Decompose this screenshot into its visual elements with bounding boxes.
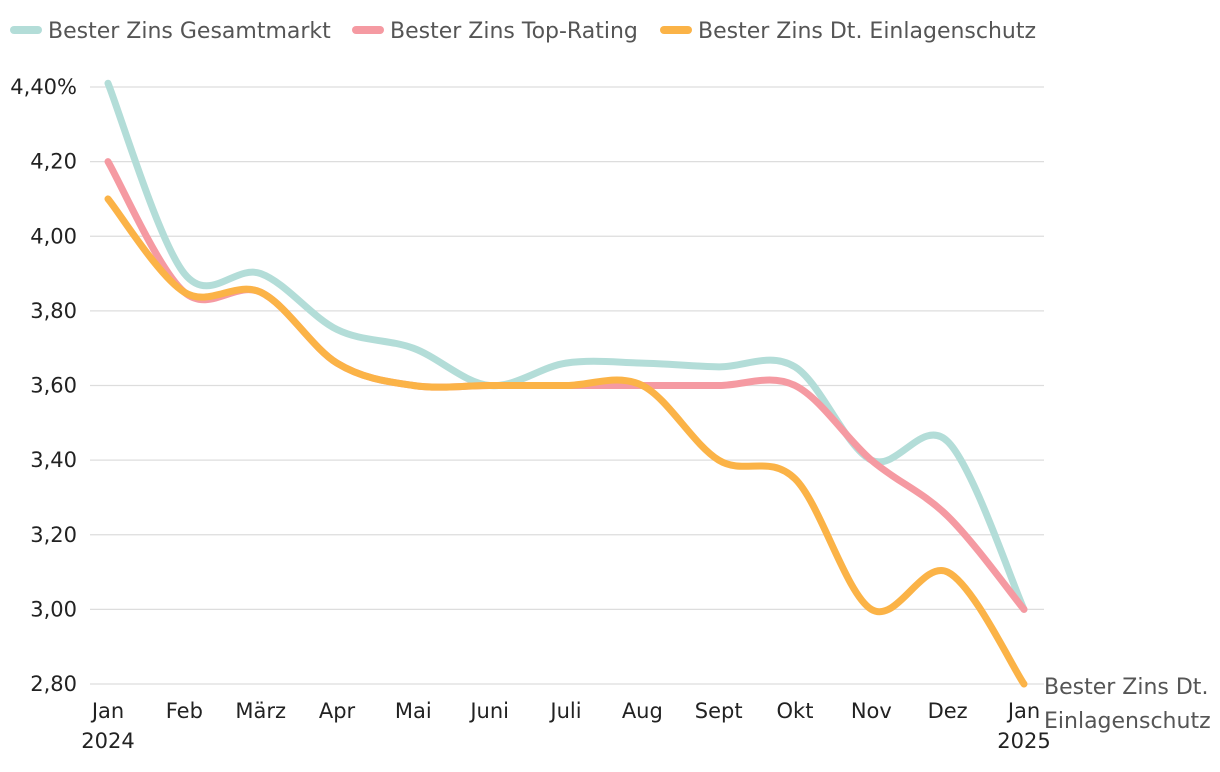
x-tick-label: Juli	[548, 699, 581, 723]
gridlines	[90, 86, 1044, 685]
end-label-line: Einlagenschutz	[1044, 709, 1211, 734]
x-tick-label: Apr	[319, 699, 356, 723]
x-tick-label: Feb	[166, 699, 203, 723]
y-tick-label: 4,40%	[10, 75, 77, 99]
series-lines	[104, 79, 1028, 688]
y-tick-label: 4,20	[30, 150, 77, 174]
x-tick-label: Okt	[777, 699, 814, 723]
x-tick-label: Sept	[695, 699, 743, 723]
y-tick-label: 3,80	[30, 299, 77, 323]
y-axis: 4,40% 4,20 4,00 3,80 3,60 3,40 3,20 3,00 2,80	[10, 75, 77, 696]
x-tick-label: Nov	[851, 699, 892, 723]
y-tick-label: 3,40	[30, 448, 77, 472]
legend-label: Bester Zins Top-Rating	[390, 19, 638, 44]
x-tick-label: Jan	[1006, 699, 1040, 723]
legend-label: Bester Zins Dt. Einlagenschutz	[698, 19, 1036, 44]
end-label-line: Bester Zins Dt.	[1044, 675, 1208, 700]
y-tick-label: 4,00	[30, 224, 77, 248]
x-tick-label: Juni	[468, 699, 509, 723]
series-line-0	[104, 79, 1028, 613]
x-tick-year: 2025	[997, 729, 1050, 753]
series-line-2	[104, 195, 1028, 688]
x-tick-label: Jan	[90, 699, 124, 723]
x-tick-label: Dez	[928, 699, 968, 723]
legend: Bester Zins Gesamtmarkt Bester Zins Top-R…	[10, 19, 1036, 44]
legend-label: Bester Zins Gesamtmarkt	[48, 19, 331, 44]
x-tick-year: 2024	[81, 729, 134, 753]
y-tick-label: 3,20	[30, 523, 77, 547]
y-tick-label: 3,60	[30, 374, 77, 398]
x-tick-label: März	[235, 699, 286, 723]
y-tick-label: 3,00	[30, 597, 77, 621]
x-tick-label: Mai	[395, 699, 432, 723]
x-tick-label: Aug	[622, 699, 663, 723]
x-axis: Jan 2024 Feb März Apr Mai Juni Juli Aug Sept Okt No…	[81, 699, 1050, 753]
end-label: Bester Zins Dt. Einlagenschutz	[1044, 675, 1211, 734]
y-tick-label: 2,80	[30, 672, 77, 696]
